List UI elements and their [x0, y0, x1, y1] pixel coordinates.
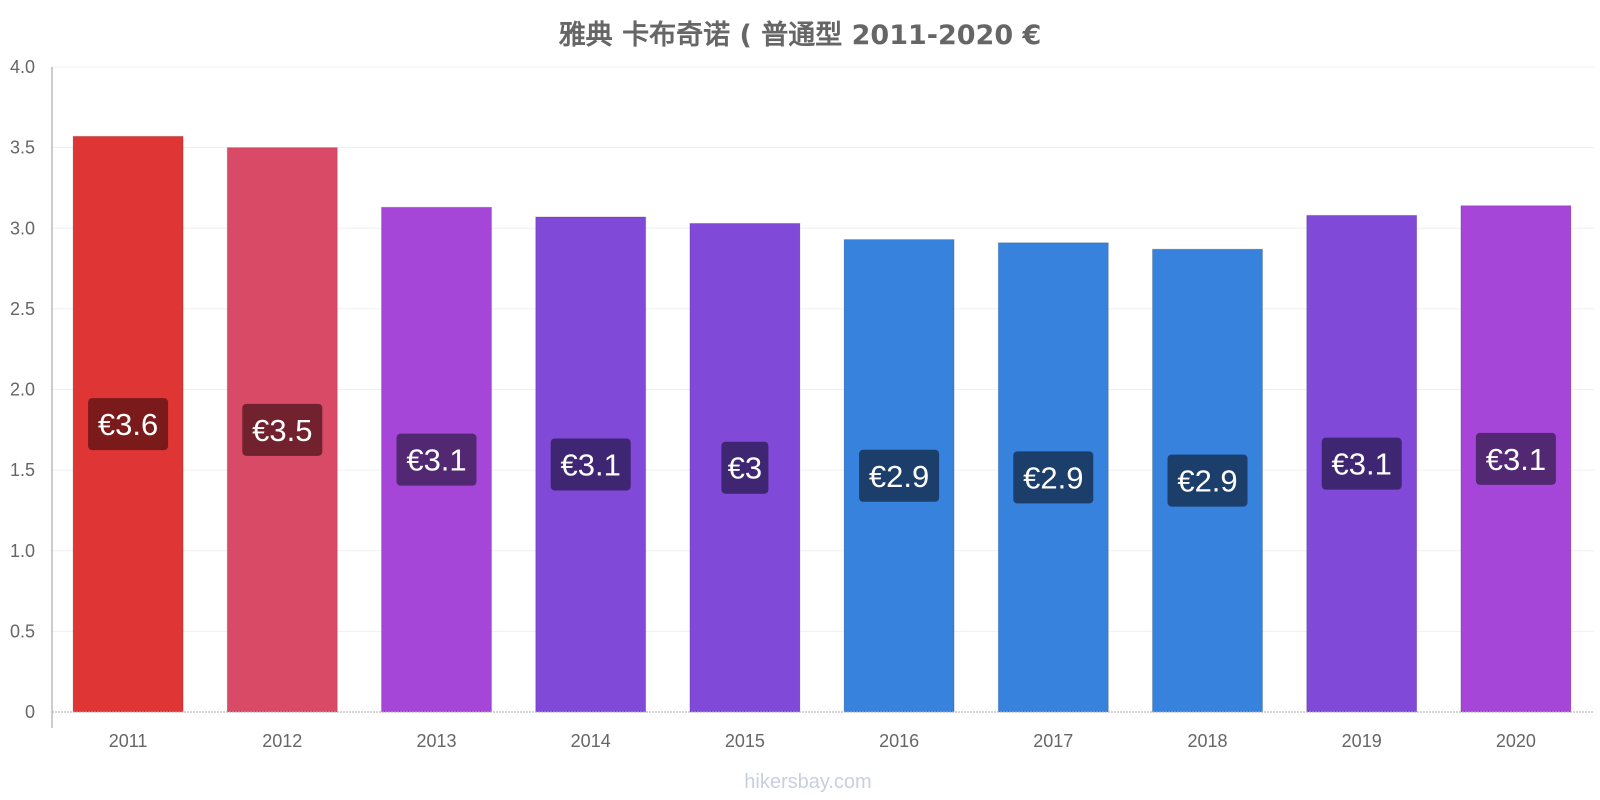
y-tick-label: 1.0	[10, 541, 35, 561]
data-label: €3.6	[98, 407, 158, 442]
data-label: €3	[728, 451, 762, 486]
data-label-background	[721, 441, 769, 494]
data-label-background	[1321, 437, 1402, 490]
data-label: €3.1	[1332, 447, 1392, 482]
x-tick-label: 2017	[1033, 731, 1073, 751]
bars: €3.6 €3.5 €3.1 €3.1 €3 €2.9 €2.9 €2.9 €3.1 €3.1	[72, 135, 1572, 713]
y-tick-label: 2.0	[10, 380, 35, 400]
y-tick-label: 3.0	[10, 218, 35, 238]
data-label-background	[1013, 451, 1094, 504]
x-tick-label: 2012	[262, 731, 302, 751]
x-tick-label: 2011	[109, 731, 148, 751]
x-axis: 2011 2012 2013 2014 2015 2016 2017 2018 2019 2020	[52, 711, 1594, 751]
x-tick-label: 2016	[879, 731, 919, 751]
y-tick-label: 2.5	[10, 299, 35, 319]
data-label: €2.9	[869, 459, 929, 494]
data-label-background	[1167, 454, 1248, 507]
data-label-background	[859, 449, 940, 502]
x-tick-label: 2014	[571, 731, 611, 751]
data-label-background	[242, 403, 323, 456]
y-tick-label: 4.0	[10, 57, 35, 77]
x-tick-label: 2019	[1342, 731, 1382, 751]
y-tick-label: 0	[25, 702, 35, 722]
data-label: €3.1	[561, 447, 621, 482]
x-tick-label: 2013	[416, 731, 456, 751]
data-label: €2.9	[1023, 460, 1083, 495]
x-tick-label: 2015	[725, 731, 765, 751]
x-tick-label: 2020	[1496, 731, 1536, 751]
x-tick-label: 2018	[1187, 731, 1227, 751]
data-label: €3.5	[252, 413, 312, 448]
data-label-background	[550, 438, 631, 491]
data-label: €3.1	[406, 443, 466, 478]
data-label: €3.1	[1486, 442, 1546, 477]
chart-title: 雅典 卡布奇诺 ( 普通型 2011-2020 €	[559, 19, 1042, 51]
data-label-background	[88, 398, 169, 451]
y-tick-label: 0.5	[10, 621, 35, 641]
data-label-background	[396, 433, 477, 486]
y-axis: 0 0.5 1.0 1.5 2.0 2.5 3.0 3.5 4.0	[10, 57, 53, 728]
watermark: hikersbay.com	[744, 771, 871, 793]
y-tick-label: 3.5	[10, 138, 35, 158]
y-tick-label: 1.5	[10, 460, 35, 480]
data-label: €2.9	[1177, 464, 1237, 499]
data-label-background	[1475, 432, 1556, 485]
